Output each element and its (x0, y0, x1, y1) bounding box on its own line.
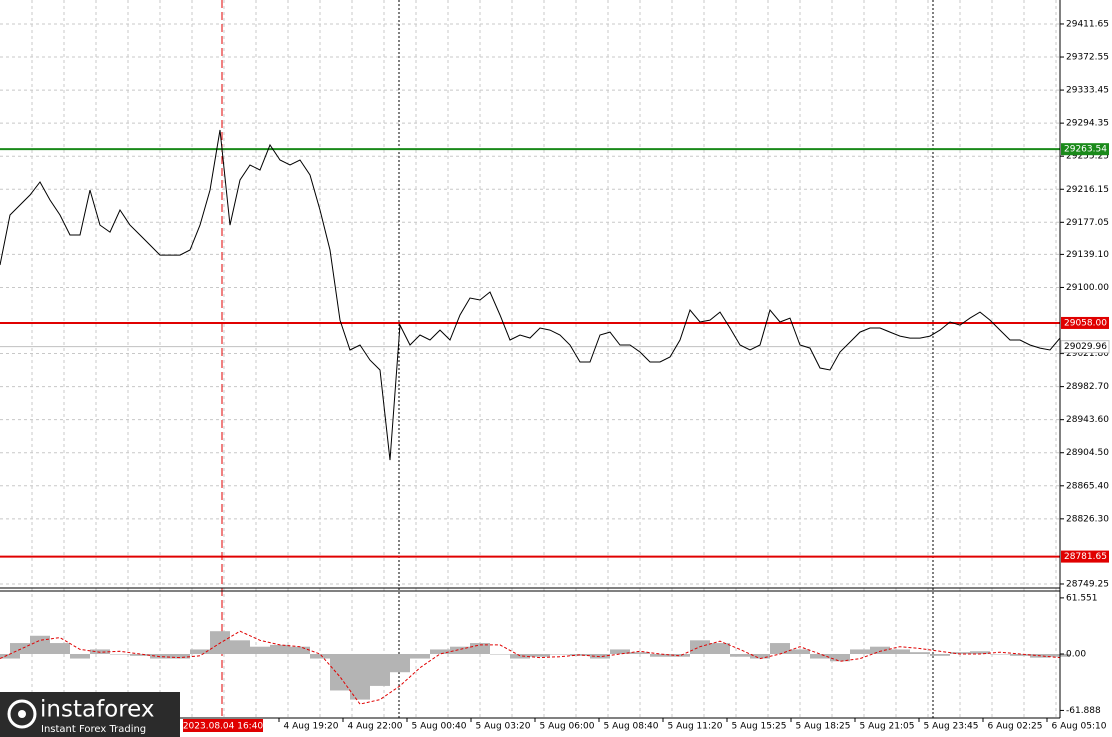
histogram-bar (710, 643, 730, 654)
histogram-bar (170, 653, 190, 659)
histogram-bar (350, 653, 370, 700)
level-label-box (1061, 550, 1109, 563)
histogram-bar (470, 643, 490, 654)
histogram-bar (950, 652, 970, 654)
cursor-label-box (183, 719, 263, 732)
histogram-bar (530, 653, 550, 657)
y-tick-label: 29372.55 (1066, 53, 1109, 63)
logo-icon (7, 699, 37, 729)
y-tick-label: 29294.35 (1066, 119, 1109, 129)
current-price-label: 29029.96 (1064, 342, 1107, 352)
x-tick-label: 4 Aug 19:20 (284, 722, 339, 732)
y-tick-label: 29216.15 (1066, 185, 1109, 195)
histogram-bar (190, 649, 210, 654)
y-tick-label: 29021.80 (1066, 349, 1109, 359)
histogram-bar (610, 649, 630, 654)
logo-background (0, 692, 180, 737)
histogram-bar (830, 653, 850, 662)
histogram-bar (930, 653, 950, 656)
histogram-bar (570, 653, 590, 656)
cursor-label: 2023.08.04 16:40 (183, 722, 264, 732)
histogram-bar (670, 653, 690, 657)
y-tick-label: 28943.60 (1066, 415, 1109, 425)
histogram-bar (130, 653, 150, 656)
y-tick-label: 0.00 (1066, 649, 1086, 659)
histogram-bar (410, 653, 430, 659)
logo-tagline: Instant Forex Trading (41, 724, 146, 735)
histogram-bar (730, 653, 750, 657)
x-tick-label: 5 Aug 15:25 (732, 722, 787, 732)
histogram-bar (490, 653, 510, 655)
histogram-bar (590, 653, 610, 659)
histogram-bar (810, 653, 830, 659)
histogram-bar (550, 653, 570, 655)
level-label-box (1061, 143, 1109, 156)
histogram-bar (250, 646, 270, 654)
histogram-bar (430, 649, 450, 654)
price-line (0, 129, 1061, 461)
histogram-bar (850, 649, 870, 654)
y-tick-label: 28982.70 (1066, 382, 1109, 392)
x-tick-label: 6 Aug 02:25 (988, 722, 1043, 732)
logo-icon (18, 710, 26, 718)
x-tick-label: 5 Aug 21:05 (860, 722, 915, 732)
histogram-bar (0, 653, 20, 659)
logo: instaforex Instant Forex Trading (0, 692, 180, 737)
histogram-bar (310, 653, 330, 659)
y-tick-label: 29333.45 (1066, 86, 1109, 96)
y-tick-label: 29177.05 (1066, 218, 1109, 228)
y-tick-label: 29411.65 (1066, 19, 1109, 29)
y-tick-label: -61.888 (1066, 706, 1101, 716)
x-tick-label: 5 Aug 00:40 (412, 722, 467, 732)
y-tick-label: 61.551 (1066, 593, 1098, 603)
y-tick-label: 29100.00 (1066, 283, 1109, 293)
histogram-bar (70, 653, 90, 659)
histogram-bar (450, 646, 470, 654)
y-tick-label: 28865.40 (1066, 481, 1109, 491)
histogram-bar (870, 646, 890, 654)
x-tick-label: 5 Aug 18:25 (796, 722, 851, 732)
x-tick-label: 5 Aug 08:40 (604, 722, 659, 732)
level-label: 29058.00 (1064, 318, 1107, 328)
x-tick-label: 6 Aug 05:10 (1052, 722, 1107, 732)
y-tick-label: 29139.10 (1066, 250, 1109, 260)
histogram-bar (10, 643, 30, 654)
y-tick-label: 28749.25 (1066, 579, 1109, 589)
y-tick-label: 28904.50 (1066, 448, 1109, 458)
histogram-bar (990, 653, 1010, 655)
histogram-bar (270, 644, 290, 654)
histogram-bar (390, 653, 410, 673)
x-tick-label: 5 Aug 11:20 (668, 722, 723, 732)
x-tick-label: 5 Aug 23:45 (924, 722, 979, 732)
histogram-bar (970, 651, 990, 654)
histogram-bar (790, 649, 810, 654)
histogram-bar (630, 652, 650, 654)
current-price-box (1060, 340, 1110, 354)
histogram-bar (910, 652, 930, 654)
histogram-bar (230, 640, 250, 654)
y-tick-label: 28826.30 (1066, 514, 1109, 524)
level-label: 28781.65 (1064, 552, 1107, 562)
level-label-box (1061, 316, 1109, 329)
signal-line (0, 630, 1061, 705)
histogram-bar (30, 635, 50, 654)
y-tick-label: 29255.25 (1066, 152, 1109, 162)
histogram-bar (330, 653, 350, 691)
histogram-bar (370, 653, 390, 686)
histogram-bar (50, 643, 70, 654)
logo-name: instaforex (40, 697, 155, 723)
x-tick-label: 5 Aug 03:20 (476, 722, 531, 732)
histogram-bar (890, 649, 910, 654)
x-tick-label: 5 Aug 06:00 (540, 722, 595, 732)
level-label: 29263.54 (1064, 145, 1107, 155)
x-tick-label: 4 Aug 22:00 (348, 722, 403, 732)
histogram-bar (770, 643, 790, 654)
histogram-bar (290, 646, 310, 654)
histogram-bar (750, 653, 770, 659)
histogram-bar (1010, 653, 1030, 656)
histogram-bar (650, 653, 670, 657)
histogram-bar (110, 653, 130, 655)
